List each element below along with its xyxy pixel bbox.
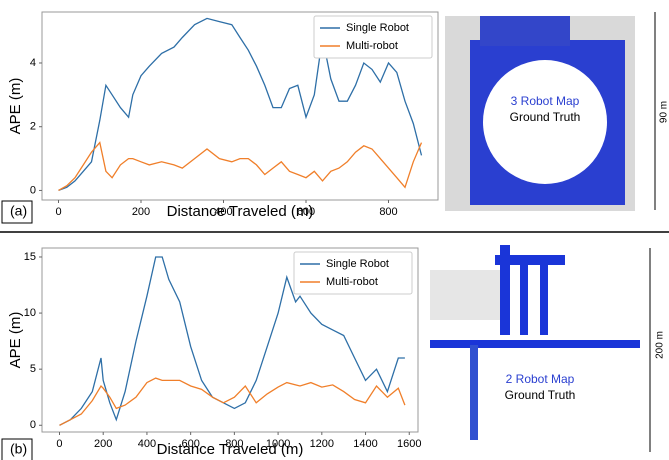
scale-label: 200 m <box>655 331 666 359</box>
scale-label: 90 m <box>659 101 669 123</box>
panel-label: (a) <box>10 203 27 219</box>
x-tick-label: 1400 <box>353 438 377 450</box>
map-bg <box>430 270 510 320</box>
x-tick-label: 200 <box>94 438 112 450</box>
legend-label: Single Robot <box>326 258 389 270</box>
x-tick-label: 0 <box>55 206 61 218</box>
y-tick-label: 10 <box>24 307 36 319</box>
map-title: 3 Robot Map <box>511 94 580 108</box>
y-tick-label: 15 <box>24 251 36 263</box>
x-tick-label: 1600 <box>397 438 421 450</box>
map-subtitle: Ground Truth <box>505 388 576 402</box>
map-title: 2 Robot Map <box>506 372 575 386</box>
map-area <box>470 345 478 440</box>
legend-label: Multi-robot <box>326 276 378 288</box>
y-tick-label: 2 <box>30 121 36 133</box>
map-subtitle: Ground Truth <box>510 110 581 124</box>
legend-label: Multi-robot <box>346 40 398 52</box>
map-a: 3 Robot Map Ground Truth 90 m <box>445 12 669 211</box>
figure: 3 Robot Map Ground Truth 90 m 2 Robot Ma… <box>0 0 669 460</box>
series-line <box>60 378 405 425</box>
map-area <box>430 340 640 348</box>
map-area <box>480 16 570 46</box>
x-tick-label: 1200 <box>310 438 334 450</box>
x-tick-label: 400 <box>138 438 156 450</box>
y-axis-label: APE (m) <box>7 78 24 135</box>
x-axis-label: Distance Traveled (m) <box>157 441 304 458</box>
y-axis-label: APE (m) <box>7 312 24 369</box>
panel-label: (b) <box>10 441 27 457</box>
legend-label: Single Robot <box>346 22 409 34</box>
x-tick-label: 0 <box>56 438 62 450</box>
map-area <box>520 255 528 335</box>
series-line <box>59 143 422 191</box>
y-tick-label: 0 <box>30 184 36 196</box>
x-tick-label: 200 <box>132 206 150 218</box>
map-area <box>540 255 548 335</box>
x-axis-label: Distance Traveled (m) <box>167 203 314 220</box>
y-tick-label: 5 <box>30 363 36 375</box>
map-area <box>500 245 510 335</box>
map-b: 2 Robot Map Ground Truth 200 m <box>430 245 666 452</box>
y-tick-label: 4 <box>30 57 36 69</box>
x-tick-label: 800 <box>379 206 397 218</box>
y-tick-label: 0 <box>30 419 36 431</box>
